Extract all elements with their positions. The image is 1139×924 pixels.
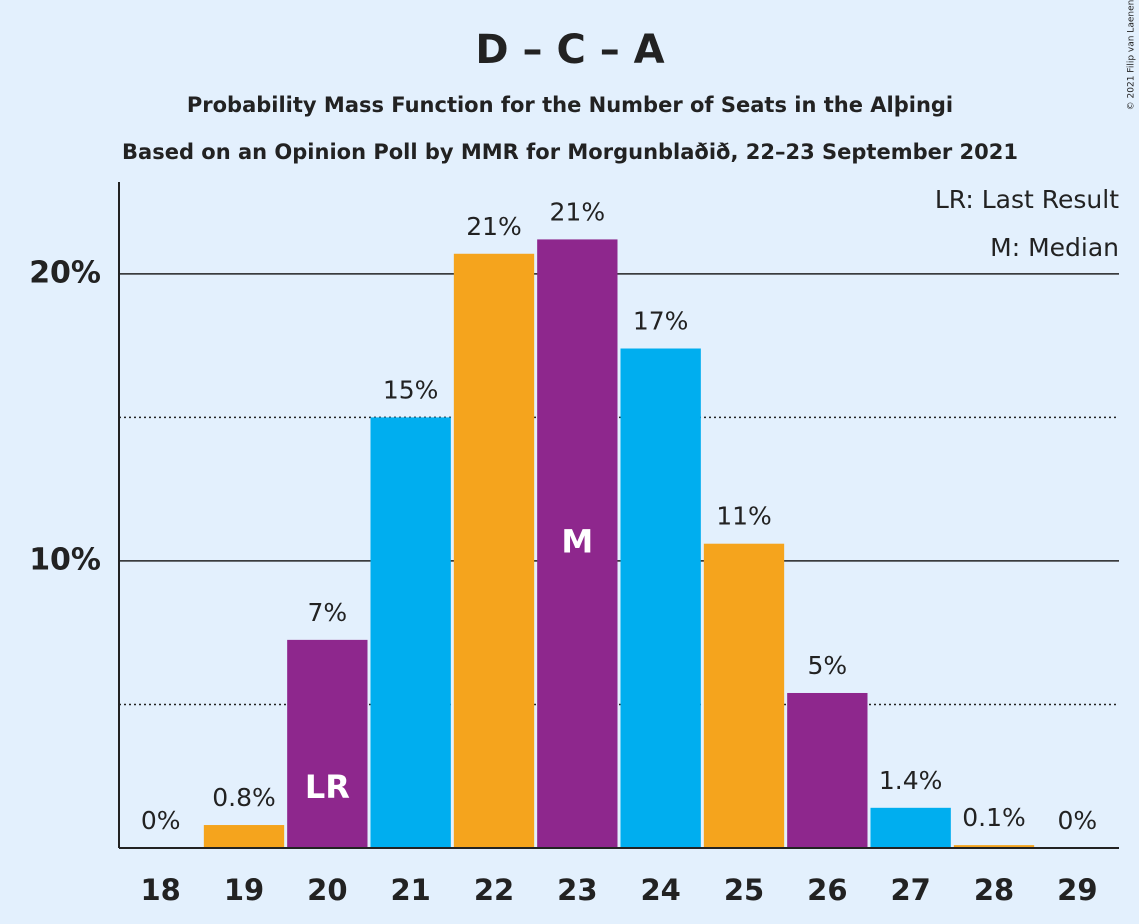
x-tick-label: 25 xyxy=(724,873,764,907)
x-tick-label: 20 xyxy=(307,873,347,907)
copyright: © 2021 Filip van Laenen xyxy=(1127,0,1137,110)
bar xyxy=(370,417,451,848)
value-label: 5% xyxy=(807,651,847,680)
x-tick-label: 28 xyxy=(974,873,1014,907)
x-tick-label: 29 xyxy=(1057,873,1097,907)
x-tick-label: 19 xyxy=(224,873,264,907)
bar xyxy=(787,692,868,848)
y-tick-label: 10% xyxy=(29,542,101,577)
value-label: 1.4% xyxy=(879,766,943,795)
value-label: 21% xyxy=(466,212,522,241)
bar xyxy=(620,348,701,848)
x-tick-label: 24 xyxy=(640,873,680,907)
bar xyxy=(203,825,285,848)
y-tick-label: 20% xyxy=(29,255,101,290)
bar xyxy=(870,807,951,848)
bar xyxy=(953,845,1035,848)
x-tick-label: 27 xyxy=(890,873,930,907)
bar-annotation: M xyxy=(561,523,593,561)
value-label: 15% xyxy=(383,375,439,404)
value-label: 0.8% xyxy=(212,783,276,812)
bar xyxy=(537,239,618,848)
value-label: 0% xyxy=(141,806,181,835)
value-label: 0% xyxy=(1057,806,1097,835)
x-tick-label: 23 xyxy=(557,873,597,907)
bar xyxy=(453,253,535,849)
value-label: 7% xyxy=(307,598,347,627)
bar xyxy=(703,543,785,848)
value-label: 21% xyxy=(550,197,606,226)
x-tick-label: 21 xyxy=(390,873,430,907)
x-tick-label: 26 xyxy=(807,873,847,907)
chart-title: D – C – A xyxy=(475,27,664,73)
legend-entry: M: Median xyxy=(990,233,1119,262)
value-label: 17% xyxy=(633,307,689,336)
x-tick-label: 18 xyxy=(140,873,180,907)
bar-annotation: LR xyxy=(305,768,350,806)
bar xyxy=(287,639,368,848)
value-label: 0.1% xyxy=(962,803,1026,832)
legend-entry: LR: Last Result xyxy=(935,185,1119,214)
value-label: 11% xyxy=(716,502,772,531)
chart-subtitle: Probability Mass Function for the Number… xyxy=(187,93,953,117)
x-tick-label: 22 xyxy=(474,873,514,907)
chart-subtitle: Based on an Opinion Poll by MMR for Morg… xyxy=(122,140,1018,164)
